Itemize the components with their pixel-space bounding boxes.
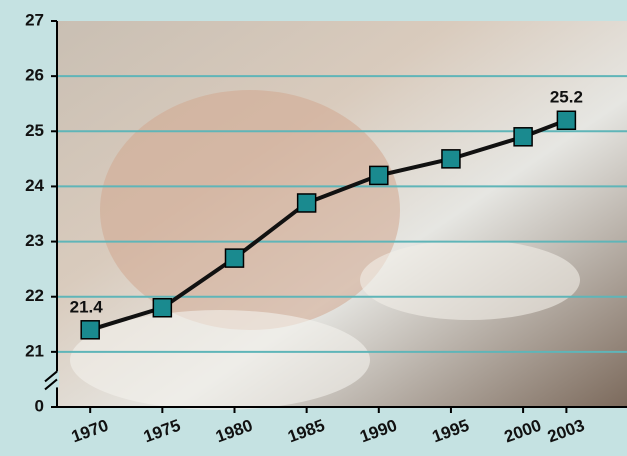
x-tick-label: 1985 [285, 416, 327, 447]
marker [225, 249, 243, 267]
x-tick-label: 2000 [502, 416, 544, 447]
y-tick-label: 21 [25, 341, 44, 360]
y-tick-label: 26 [25, 66, 44, 85]
marker [298, 194, 316, 212]
x-tick-label: 1980 [213, 416, 255, 447]
chart: 0 21 22 23 24 25 26 27 1970 1975 1980 1985 1990 1995 2… [0, 0, 627, 456]
x-tick-label: 1970 [69, 416, 111, 447]
marker [153, 299, 171, 317]
y-tick-label: 25 [25, 121, 44, 140]
marker [81, 321, 99, 339]
data-label: 21.4 [70, 297, 104, 316]
y-tick-label: 27 [25, 10, 44, 29]
photo-shape [70, 310, 370, 410]
photo-shape [360, 240, 580, 320]
marker [370, 166, 388, 184]
x-tick-label: 1990 [357, 416, 399, 447]
x-tick-label: 1975 [141, 416, 183, 447]
marker [557, 111, 575, 129]
y-tick-label: 22 [25, 286, 44, 305]
x-tick-label: 2003 [545, 416, 587, 447]
data-label: 25.2 [550, 88, 583, 107]
marker [442, 150, 460, 168]
photo-shape [100, 90, 400, 330]
y-tick-label: 24 [25, 176, 44, 195]
y-tick-label: 23 [25, 231, 44, 250]
marker [514, 128, 532, 146]
x-tick-label: 1995 [430, 416, 472, 447]
y-tick-label: 0 [35, 396, 44, 415]
